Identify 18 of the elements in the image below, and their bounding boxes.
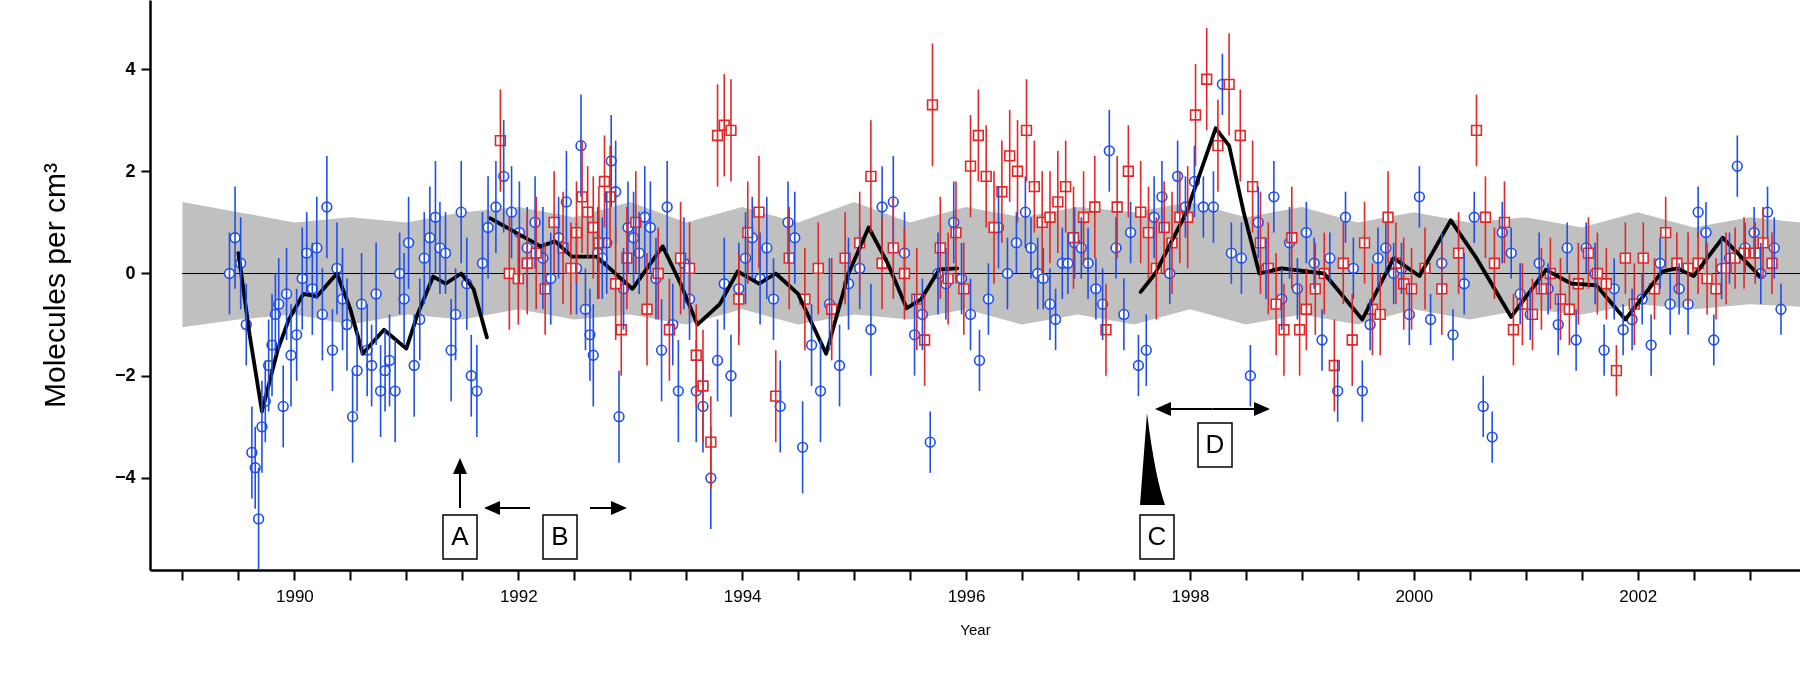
annotation: B <box>551 521 569 551</box>
annotation: A <box>451 521 470 551</box>
x-axis-title: Year <box>960 620 991 638</box>
x-tick-label: 2002 <box>1619 586 1658 606</box>
annotation: C <box>1147 521 1167 551</box>
y-tick-label: −2 <box>114 365 136 386</box>
annotation: D <box>1205 429 1225 459</box>
y-tick-label: 2 <box>125 160 136 181</box>
x-tick-label: 2000 <box>1395 586 1434 606</box>
x-tick-label: 1990 <box>275 586 314 606</box>
x-tick-label: 1996 <box>947 586 986 606</box>
y-tick-label: 0 <box>125 263 136 283</box>
x-tick-label: 1994 <box>723 586 762 606</box>
x-tick-label: 1992 <box>499 586 538 606</box>
x-tick-label: 1998 <box>1171 586 1210 606</box>
y-axis-title: Molecules per cm³ <box>37 162 71 409</box>
y-tick-label: −4 <box>114 467 136 488</box>
y-tick-label: 4 <box>125 58 136 79</box>
